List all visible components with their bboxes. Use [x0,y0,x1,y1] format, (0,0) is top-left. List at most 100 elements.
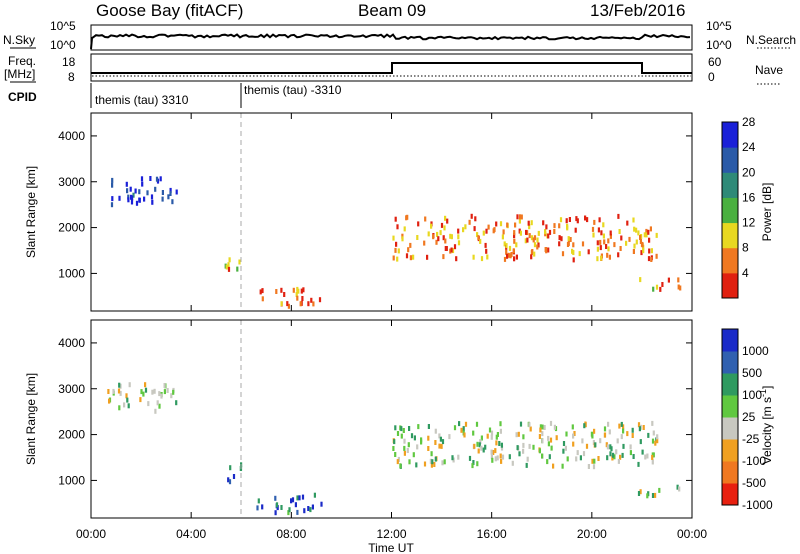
velocity-data-point [280,505,283,510]
velocity-data-point [490,454,493,460]
velocity-data-point [610,446,613,452]
power-data-point [417,221,420,227]
power-data-point [110,202,114,208]
freq-panel-frame [90,53,693,82]
velocity-data-point [562,441,566,446]
power-data-point [446,218,449,224]
velocity-data-point [541,453,544,459]
power-data-point [606,252,609,258]
velocity-data-point [399,463,402,469]
velocity-data-point [471,463,474,469]
power-data-point [516,214,519,220]
velocity-data-point [495,434,498,440]
velocity-data-point [307,506,310,511]
velocity-data-point [599,438,602,444]
power-data-point [138,197,141,203]
power-data-points [110,176,682,309]
velocity-data-point [576,450,579,456]
time-axis: 00:00 04:00 08:00 12:00 16:00 20:00 00:00 [76,113,707,541]
velocity-data-point [430,451,433,457]
cpid-segment-1: themis (tau) 3310 [95,93,189,107]
velocity-data-point [394,425,397,431]
power-data-point [635,227,638,233]
velocity-data-point [117,388,121,394]
velocity-data-point [571,424,574,430]
velocity-data-point [564,445,567,451]
power-data-point [533,235,537,241]
velocity-data-point [639,439,642,445]
velocity-data-point [488,427,492,433]
power-data-point [507,252,510,258]
power-data-point [547,233,550,239]
power-data-point [602,233,605,239]
velocity-data-point [644,454,647,460]
velocity-data-point [622,428,625,434]
velocity-data-point [498,441,501,446]
power-data-point [161,196,164,202]
power-data-point [591,226,595,232]
power-data-point [227,266,231,272]
power-data-point [169,187,172,193]
velocity-data-point [480,445,483,451]
power-data-point [479,238,482,244]
velocity-data-point [575,456,578,462]
power-data-point [608,254,611,260]
power-ylabel: Slant Range [km] [24,166,38,258]
velocity-data-point [606,455,609,461]
power-data-point [503,241,506,247]
power-data-point [640,250,643,256]
power-colorbar-tick: 24 [742,140,756,154]
power-data-point [473,226,476,232]
power-y-tick-label: 1000 [58,266,85,280]
power-data-point [553,223,556,229]
velocity-y-tick-label: 3000 [58,382,85,396]
power-data-point [444,215,447,221]
velocity-data-point [637,461,640,467]
velocity-data-point [572,433,575,439]
velocity-data-point [460,427,463,433]
power-data-point [596,240,599,246]
velocity-data-point [156,400,159,406]
power-data-point [472,254,475,260]
velocity-data-point [123,402,126,408]
power-data-point [603,239,606,245]
power-data-point [530,254,533,260]
power-data-point [626,220,629,226]
velocity-data-point [541,424,544,430]
velocity-data-point [112,388,115,394]
power-data-point [125,181,128,187]
velocity-data-point [400,426,403,432]
velocity-data-point [175,400,178,406]
power-data-point [530,249,533,255]
power-data-point [519,214,522,220]
power-data-point [135,200,139,206]
velocity-data-point [611,455,614,461]
velocity-colorbar-tick: 100 [742,388,762,402]
x-tick-label: 12:00 [376,527,406,541]
velocity-data-point [581,438,584,444]
power-data-point [547,247,550,253]
velocity-data-point [172,389,175,395]
nave-tick-bottom: 0 [708,70,715,84]
velocity-data-point [555,435,558,441]
velocity-data-point [515,432,518,438]
velocity-data-point [394,452,397,457]
velocity-data-point [582,451,586,457]
velocity-colorbar-tick: 500 [742,366,762,380]
power-data-point [167,194,170,200]
power-data-point [275,289,278,294]
power-colorbar-segment [722,272,738,299]
velocity-data-point [548,454,551,460]
velocity-data-point [500,442,503,448]
power-data-point [607,238,610,244]
velocity-data-point [587,464,590,469]
power-data-point [558,241,561,247]
velocity-data-point [490,449,493,455]
velocity-data-point [476,441,479,447]
power-data-point [401,233,404,239]
power-data-point [639,277,642,283]
power-data-point [442,235,445,241]
velocity-data-point [290,498,293,504]
velocity-data-point [406,448,409,453]
velocity-data-point [579,455,582,461]
